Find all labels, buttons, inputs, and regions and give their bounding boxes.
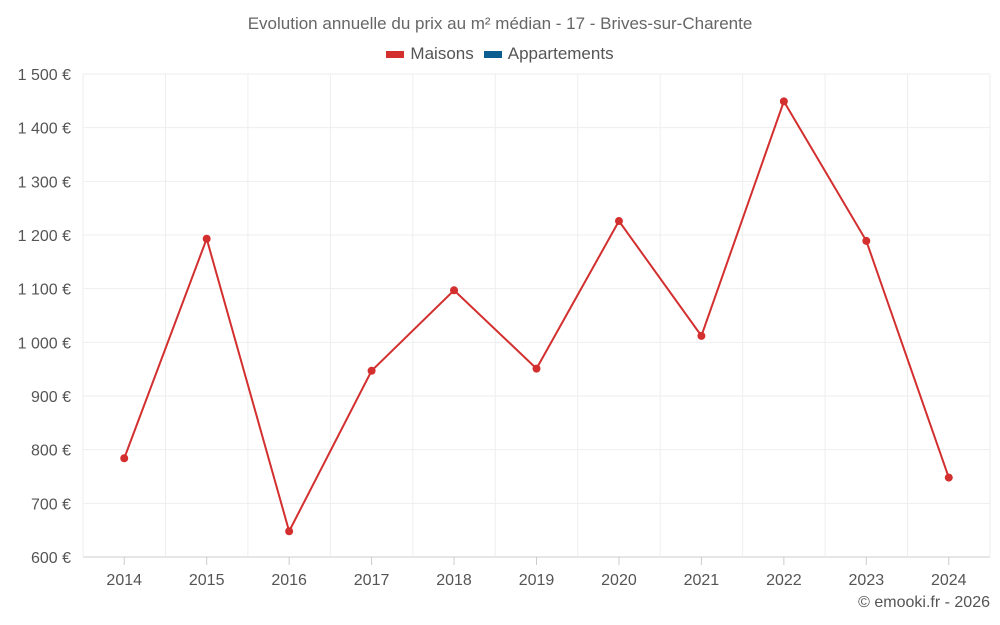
legend-item-maisons[interactable]: Maisons	[386, 44, 474, 64]
y-tick-label: 1 200 €	[18, 228, 71, 245]
legend-swatch-appartements	[483, 50, 502, 58]
y-tick-label: 1 000 €	[18, 335, 71, 352]
legend-label-maisons: Maisons	[410, 44, 474, 63]
y-tick-label: 1 400 €	[18, 121, 71, 138]
x-tick-label: 2021	[684, 572, 720, 589]
chart-legend: Maisons Appartements	[0, 44, 1000, 64]
x-tick-label: 2014	[106, 572, 142, 589]
data-point	[120, 454, 129, 463]
legend-item-appartements[interactable]: Appartements	[483, 44, 614, 64]
y-tick-label: 800 €	[31, 443, 71, 460]
y-tick-label: 1 100 €	[18, 282, 71, 299]
copyright-credit: © emooki.fr - 2026	[858, 594, 990, 611]
y-tick-label: 600 €	[31, 550, 71, 567]
chart-title: Evolution annuelle du prix au m² médian …	[247, 14, 753, 33]
x-tick-label: 2015	[189, 572, 225, 589]
y-tick-label: 1 500 €	[18, 67, 71, 84]
legend-swatch-maisons	[386, 50, 405, 58]
data-point	[697, 331, 706, 340]
x-tick-label: 2024	[931, 572, 967, 589]
data-point	[532, 364, 541, 373]
x-tick-label: 2017	[354, 572, 390, 589]
x-tick-label: 2022	[766, 572, 802, 589]
y-tick-label: 1 300 €	[18, 174, 71, 191]
data-point	[944, 473, 953, 482]
data-point	[450, 286, 459, 295]
x-tick-label: 2018	[436, 572, 472, 589]
x-tick-label: 2020	[601, 572, 637, 589]
legend-label-appartements: Appartements	[507, 44, 614, 63]
y-tick-label: 700 €	[31, 496, 71, 513]
data-point	[614, 217, 623, 226]
data-point	[202, 234, 211, 243]
x-tick-label: 2016	[271, 572, 307, 589]
data-point	[862, 236, 871, 245]
y-tick-label: 900 €	[31, 389, 71, 406]
data-point	[779, 97, 788, 106]
data-point	[367, 366, 376, 375]
x-tick-label: 2023	[849, 572, 885, 589]
x-tick-label: 2019	[519, 572, 555, 589]
data-point	[285, 527, 294, 536]
